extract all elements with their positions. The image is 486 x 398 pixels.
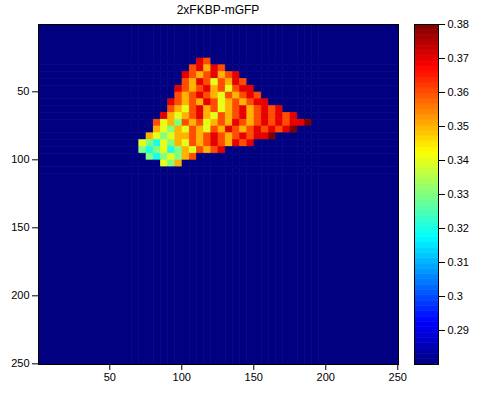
svg-text:150: 150 bbox=[245, 371, 263, 383]
svg-text:0.34: 0.34 bbox=[448, 154, 469, 166]
svg-text:0.29: 0.29 bbox=[448, 324, 469, 336]
svg-text:0.37: 0.37 bbox=[448, 52, 469, 64]
svg-text:250: 250 bbox=[11, 357, 29, 369]
svg-text:200: 200 bbox=[317, 371, 335, 383]
svg-text:250: 250 bbox=[389, 371, 407, 383]
svg-text:100: 100 bbox=[173, 371, 191, 383]
svg-text:100: 100 bbox=[11, 153, 29, 165]
svg-text:50: 50 bbox=[17, 85, 29, 97]
svg-text:50: 50 bbox=[104, 371, 116, 383]
svg-text:150: 150 bbox=[11, 221, 29, 233]
svg-text:0.31: 0.31 bbox=[448, 256, 469, 268]
svg-text:0.38: 0.38 bbox=[448, 18, 469, 30]
svg-text:0.3: 0.3 bbox=[448, 290, 463, 302]
svg-text:0.35: 0.35 bbox=[448, 120, 469, 132]
svg-text:0.36: 0.36 bbox=[448, 86, 469, 98]
svg-text:200: 200 bbox=[11, 289, 29, 301]
html-text:2xFKBP-mGFP: 2xFKBP-mGFP bbox=[176, 3, 260, 17]
svg-text:0.33: 0.33 bbox=[448, 188, 469, 200]
svg-text:0.32: 0.32 bbox=[448, 222, 469, 234]
